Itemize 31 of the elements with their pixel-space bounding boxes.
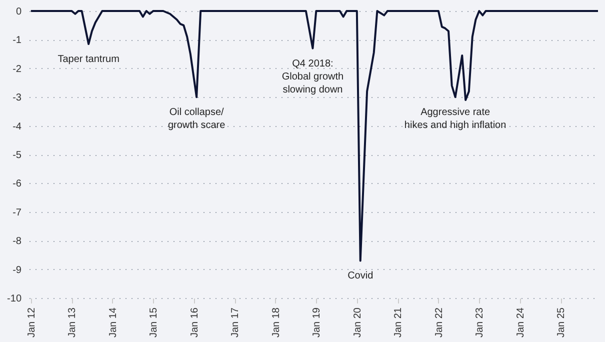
y-tick-label: -9 <box>12 264 22 276</box>
x-tick-label: Jan 20 <box>352 307 364 338</box>
annotation: Oil collapse/ growth scare <box>168 107 226 132</box>
annotation: Aggressive rate hikes and high inflation <box>404 107 506 132</box>
y-tick-label: -2 <box>12 64 22 75</box>
y-tick-label: -8 <box>12 236 22 248</box>
x-tick-label: Jan 15 <box>148 307 160 338</box>
x-tick-label: Jan 19 <box>312 307 323 338</box>
x-tick-label: Jan 22 <box>434 307 445 338</box>
x-tick-label: Jan 18 <box>270 307 282 338</box>
y-tick-label: -3 <box>12 92 22 104</box>
x-tick-label: Jan 13 <box>67 307 78 338</box>
x-tick-label: Jan 17 <box>230 307 242 338</box>
y-tick-label: -6 <box>12 178 22 190</box>
y-tick-label: -4 <box>12 121 22 132</box>
x-tick-label: Jan 21 <box>393 307 404 338</box>
x-tick-label: Jan 16 <box>189 307 200 338</box>
y-tick-label: 0 <box>16 6 22 18</box>
x-tick-label: Jan 12 <box>26 307 38 338</box>
y-tick-label: -5 <box>12 150 22 161</box>
annotation: Taper tantrum <box>58 54 120 66</box>
x-tick-label: Jan 24 <box>515 307 526 338</box>
annotation: Covid <box>348 270 374 282</box>
y-tick-label: -10 <box>7 294 22 304</box>
y-tick-label: -7 <box>12 207 22 218</box>
line-series <box>30 10 599 262</box>
y-tick-label: -1 <box>12 35 22 46</box>
x-tick-label: Jan 14 <box>108 307 119 338</box>
x-tick-label: Jan 25 <box>556 307 568 338</box>
x-tick-label: Jan 23 <box>474 307 486 338</box>
annotation: Q4 2018: Global growth slowing down <box>282 58 344 96</box>
